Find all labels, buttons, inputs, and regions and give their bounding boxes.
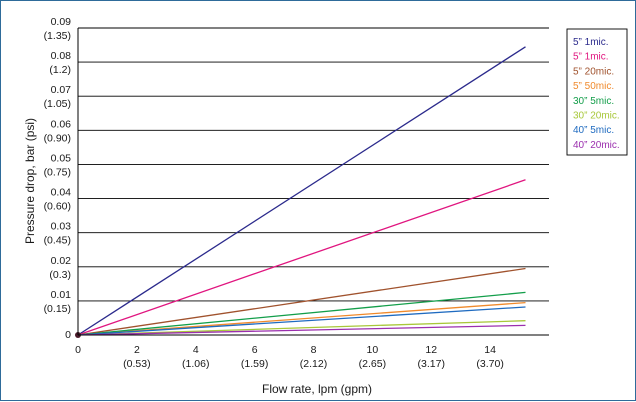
legend-item-6: 40” 5mic. — [573, 125, 614, 136]
y-tick-labels: 0 0.01 (0.15) 0.02 (0.3) 0.03 (0.45) 0.04 (0.60)… — [44, 16, 72, 341]
legend-item-0: 5” 1mic. — [573, 37, 609, 48]
x-tick-label-0: 0 — [75, 344, 81, 356]
axes — [77, 28, 549, 336]
y-tick-sublabel-7: (1.05) — [44, 98, 71, 110]
legend: 5” 1mic. 5” 1mic. 5” 20mic. 5” 50mic. 30” 5m… — [566, 28, 628, 156]
y-tick-sublabel-5: (0.75) — [44, 166, 71, 178]
y-tick-label-0: 0 — [65, 329, 71, 341]
y-tick-sublabel-1: (0.15) — [44, 303, 71, 315]
series-line-4 — [77, 291, 526, 336]
gridlines — [78, 27, 549, 302]
y-tick-sublabel-2: (0.3) — [49, 269, 71, 281]
x-tick-sublabel-1: (0.53) — [123, 358, 150, 370]
y-tick-label-8: 0.08 — [51, 50, 72, 62]
legend-box — [566, 28, 628, 156]
series-line-1 — [77, 179, 526, 336]
x-tick-label-2: 4 — [193, 344, 199, 356]
y-tick-label-1: 0.01 — [51, 289, 72, 301]
series-line-0 — [77, 46, 526, 336]
y-axis-label: Pressure drop, bar (psi) — [23, 118, 37, 244]
series-line-5 — [77, 320, 526, 336]
y-tick-sublabel-4: (0.60) — [44, 201, 71, 213]
series-line-3 — [77, 301, 526, 336]
x-tick-label-3: 6 — [252, 344, 258, 356]
x-tick-label-6: 12 — [425, 344, 437, 356]
x-tick-label-7: 14 — [484, 344, 496, 356]
legend-item-3: 5” 50mic. — [573, 81, 614, 92]
y-tick-label-4: 0.04 — [51, 187, 72, 199]
x-tick-labels: 0 2 (0.53) 4 (1.06) 6 (1.59) 8 (2.12) 10 (2.65) 12 (… — [75, 344, 504, 370]
legend-item-5: 30” 20mic. — [573, 111, 620, 122]
y-tick-label-2: 0.02 — [51, 255, 72, 267]
legend-item-7: 40” 20mic. — [573, 140, 620, 151]
y-tick-sublabel-9: (1.35) — [44, 30, 71, 42]
x-axis-label: Flow rate, lpm (gpm) — [262, 382, 372, 396]
x-tick-sublabel-7: (3.70) — [476, 358, 503, 370]
y-tick-label-5: 0.05 — [51, 152, 72, 164]
legend-item-1: 5” 1mic. — [573, 52, 609, 63]
series-lines — [75, 46, 526, 338]
y-tick-label-3: 0.03 — [51, 221, 72, 233]
legend-item-4: 30” 5mic. — [573, 96, 614, 107]
x-tick-label-5: 10 — [367, 344, 379, 356]
y-tick-sublabel-8: (1.2) — [49, 64, 71, 76]
series-line-2 — [77, 267, 526, 336]
x-tick-sublabel-6: (3.17) — [418, 358, 445, 370]
legend-item-2: 5” 20mic. — [573, 66, 614, 77]
y-tick-label-7: 0.07 — [51, 84, 72, 96]
y-tick-label-9: 0.09 — [51, 16, 72, 28]
x-tick-sublabel-3: (1.59) — [241, 358, 268, 370]
x-tick-label-4: 8 — [311, 344, 317, 356]
x-tick-sublabel-5: (2.65) — [359, 358, 386, 370]
series-line-7 — [77, 324, 526, 336]
x-tick-sublabel-4: (2.12) — [300, 358, 327, 370]
x-tick-sublabel-2: (1.06) — [182, 358, 209, 370]
y-tick-sublabel-3: (0.45) — [44, 235, 71, 247]
x-tick-label-1: 2 — [134, 344, 140, 356]
series-line-6 — [77, 306, 526, 336]
y-tick-label-6: 0.06 — [51, 118, 72, 130]
y-tick-sublabel-6: (0.90) — [44, 132, 71, 144]
